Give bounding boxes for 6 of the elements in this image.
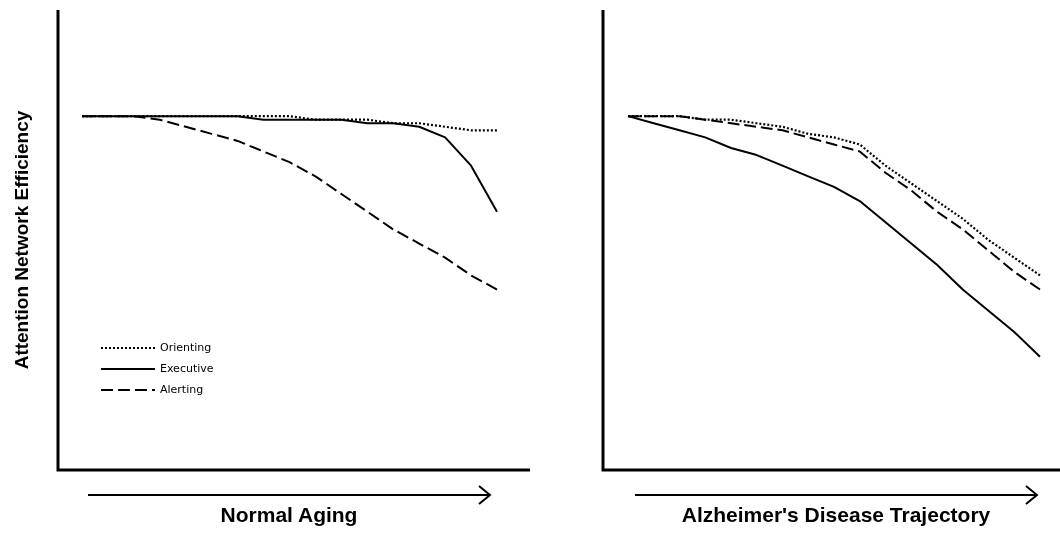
legend-label: Executive <box>160 361 214 375</box>
y-axis-title: Attention Network Efficiency <box>11 110 33 370</box>
legend-label: Alerting <box>160 382 204 396</box>
x-axis-title: Alzheimer's Disease Trajectory <box>681 503 991 527</box>
x-axis-title: Normal Aging <box>220 503 358 527</box>
legend-label: Orienting <box>160 340 212 354</box>
